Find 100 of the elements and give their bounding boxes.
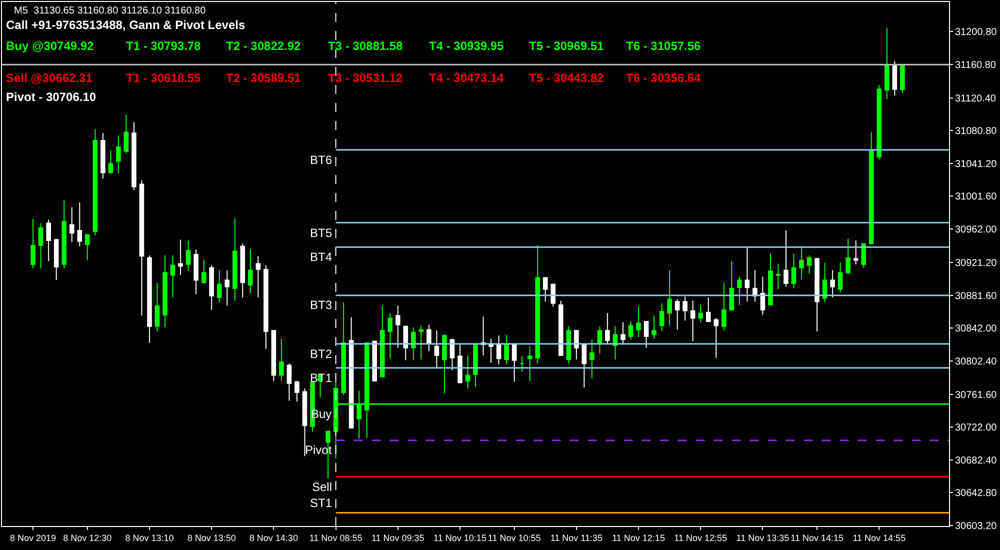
candlestick — [682, 296, 688, 322]
x-tick-label: 8 Nov 13:10 — [125, 532, 174, 543]
annotation: T4 - 30473.14 — [429, 71, 504, 85]
chart-title: M5 31130.65 31160.80 31126.10 31160.80 — [14, 6, 206, 16]
candlestick — [302, 388, 308, 457]
candlestick — [612, 326, 618, 360]
y-tick-label: 30962.00 — [955, 224, 998, 236]
annotation: T3 - 30531.12 — [328, 71, 404, 85]
candlestick — [46, 219, 51, 262]
x-tick-label: 11 Nov 09:35 — [371, 532, 424, 543]
candlestick — [512, 344, 517, 382]
candlestick — [806, 254, 812, 274]
candlestick — [69, 206, 74, 243]
candlestick — [92, 128, 98, 236]
candlestick — [372, 340, 377, 382]
candlestick — [411, 326, 416, 361]
x-tick-label: 11 Nov 12:55 — [674, 532, 728, 543]
candlestick — [776, 263, 781, 290]
x-tick-label: 11 Nov 10:55 — [488, 532, 541, 543]
candlestick — [201, 258, 206, 284]
candlestick — [822, 262, 828, 303]
text: Call +91-9763513488, Gann & Pivot Levels — [6, 18, 246, 32]
candlestick — [535, 244, 540, 364]
y-tick-label: 30921.20 — [955, 258, 998, 270]
candlestick — [814, 257, 820, 332]
candlestick — [162, 254, 168, 328]
candlestick — [846, 238, 850, 275]
candlestick — [636, 306, 641, 338]
candlestick — [542, 277, 548, 302]
candlestick — [714, 318, 719, 358]
candlestick — [232, 218, 238, 302]
ref-line-label: Sell — [312, 480, 332, 494]
candlestick — [853, 240, 858, 265]
ref-line-label: BT5 — [310, 226, 332, 240]
candlestick — [721, 282, 726, 332]
candlestick — [830, 270, 835, 298]
candlestick — [838, 262, 843, 294]
y-tick-label: 30603.20 — [955, 520, 998, 532]
candlestick — [674, 298, 680, 330]
candlestick — [744, 246, 750, 302]
x-tick-label: 8 Nov 14:30 — [249, 532, 298, 543]
candlestick — [442, 334, 447, 394]
candlestick — [209, 264, 214, 310]
candlestick — [139, 180, 144, 316]
y-tick-label: 31080.80 — [955, 126, 998, 138]
candlestick — [737, 276, 742, 306]
candlestick — [248, 249, 253, 294]
candlestick — [256, 256, 261, 298]
y-tick-label: 31041.20 — [955, 158, 998, 170]
ref-line-label: ST1 — [310, 496, 332, 510]
candlestick — [38, 222, 44, 270]
candlestick — [132, 122, 136, 191]
candlestick — [294, 380, 300, 402]
candlestick — [644, 320, 649, 348]
candlestick — [279, 338, 284, 382]
candlestick — [395, 305, 400, 348]
candlestick — [380, 305, 385, 378]
candlestick — [108, 150, 114, 174]
candlestick — [590, 339, 594, 379]
annotation: Pivot - 30706.10 — [6, 90, 96, 104]
candlestick — [488, 338, 494, 364]
candlestick — [147, 254, 152, 344]
y-tick-label: 31001.60 — [955, 192, 998, 203]
candlestick — [450, 338, 455, 371]
candlestick — [458, 344, 462, 384]
y-tick-label: 30881.60 — [955, 290, 998, 302]
candlestick — [520, 356, 524, 372]
x-tick-label: 11 Nov 08:55 — [309, 532, 362, 543]
y-tick-label: 30722.00 — [955, 422, 998, 434]
candlestick — [892, 60, 898, 96]
ref-line-label: BT2 — [310, 347, 332, 361]
candlestick — [628, 320, 634, 340]
candlestick — [271, 330, 276, 382]
annotation: T2 - 30822.92 — [226, 39, 302, 53]
y-tick-label: 30642.80 — [955, 488, 998, 500]
candlestick — [216, 270, 222, 303]
ref-line-label: BT6 — [310, 153, 332, 167]
candlestick — [496, 334, 502, 365]
candlestick — [900, 64, 905, 94]
candlestick — [403, 325, 408, 361]
candlestick — [178, 239, 183, 276]
candlestick — [868, 132, 874, 244]
x-tick-label: 11 Nov 14:15 — [790, 532, 844, 543]
annotation: T3 - 30881.58 — [328, 39, 404, 53]
candlestick — [690, 300, 696, 342]
candlestick — [558, 300, 564, 356]
annotation: T2 - 30589.51 — [226, 71, 302, 85]
candlestick — [566, 326, 572, 364]
candlestick — [659, 302, 664, 332]
annotation: T4 - 30939.95 — [429, 39, 504, 53]
x-tick-label: 11 Nov 13:35 — [736, 532, 790, 543]
y-tick-label: 30842.00 — [955, 324, 998, 335]
candlestick — [504, 334, 509, 365]
x-tick-label: 11 Nov 12:15 — [612, 532, 665, 543]
candlestick — [77, 202, 82, 247]
ref-line-label: BT4 — [310, 250, 332, 264]
x-tick-label: 8 Nov 2019 — [10, 532, 56, 543]
candlestick — [100, 132, 106, 179]
candlestick — [876, 84, 882, 160]
candlestick — [706, 296, 711, 323]
